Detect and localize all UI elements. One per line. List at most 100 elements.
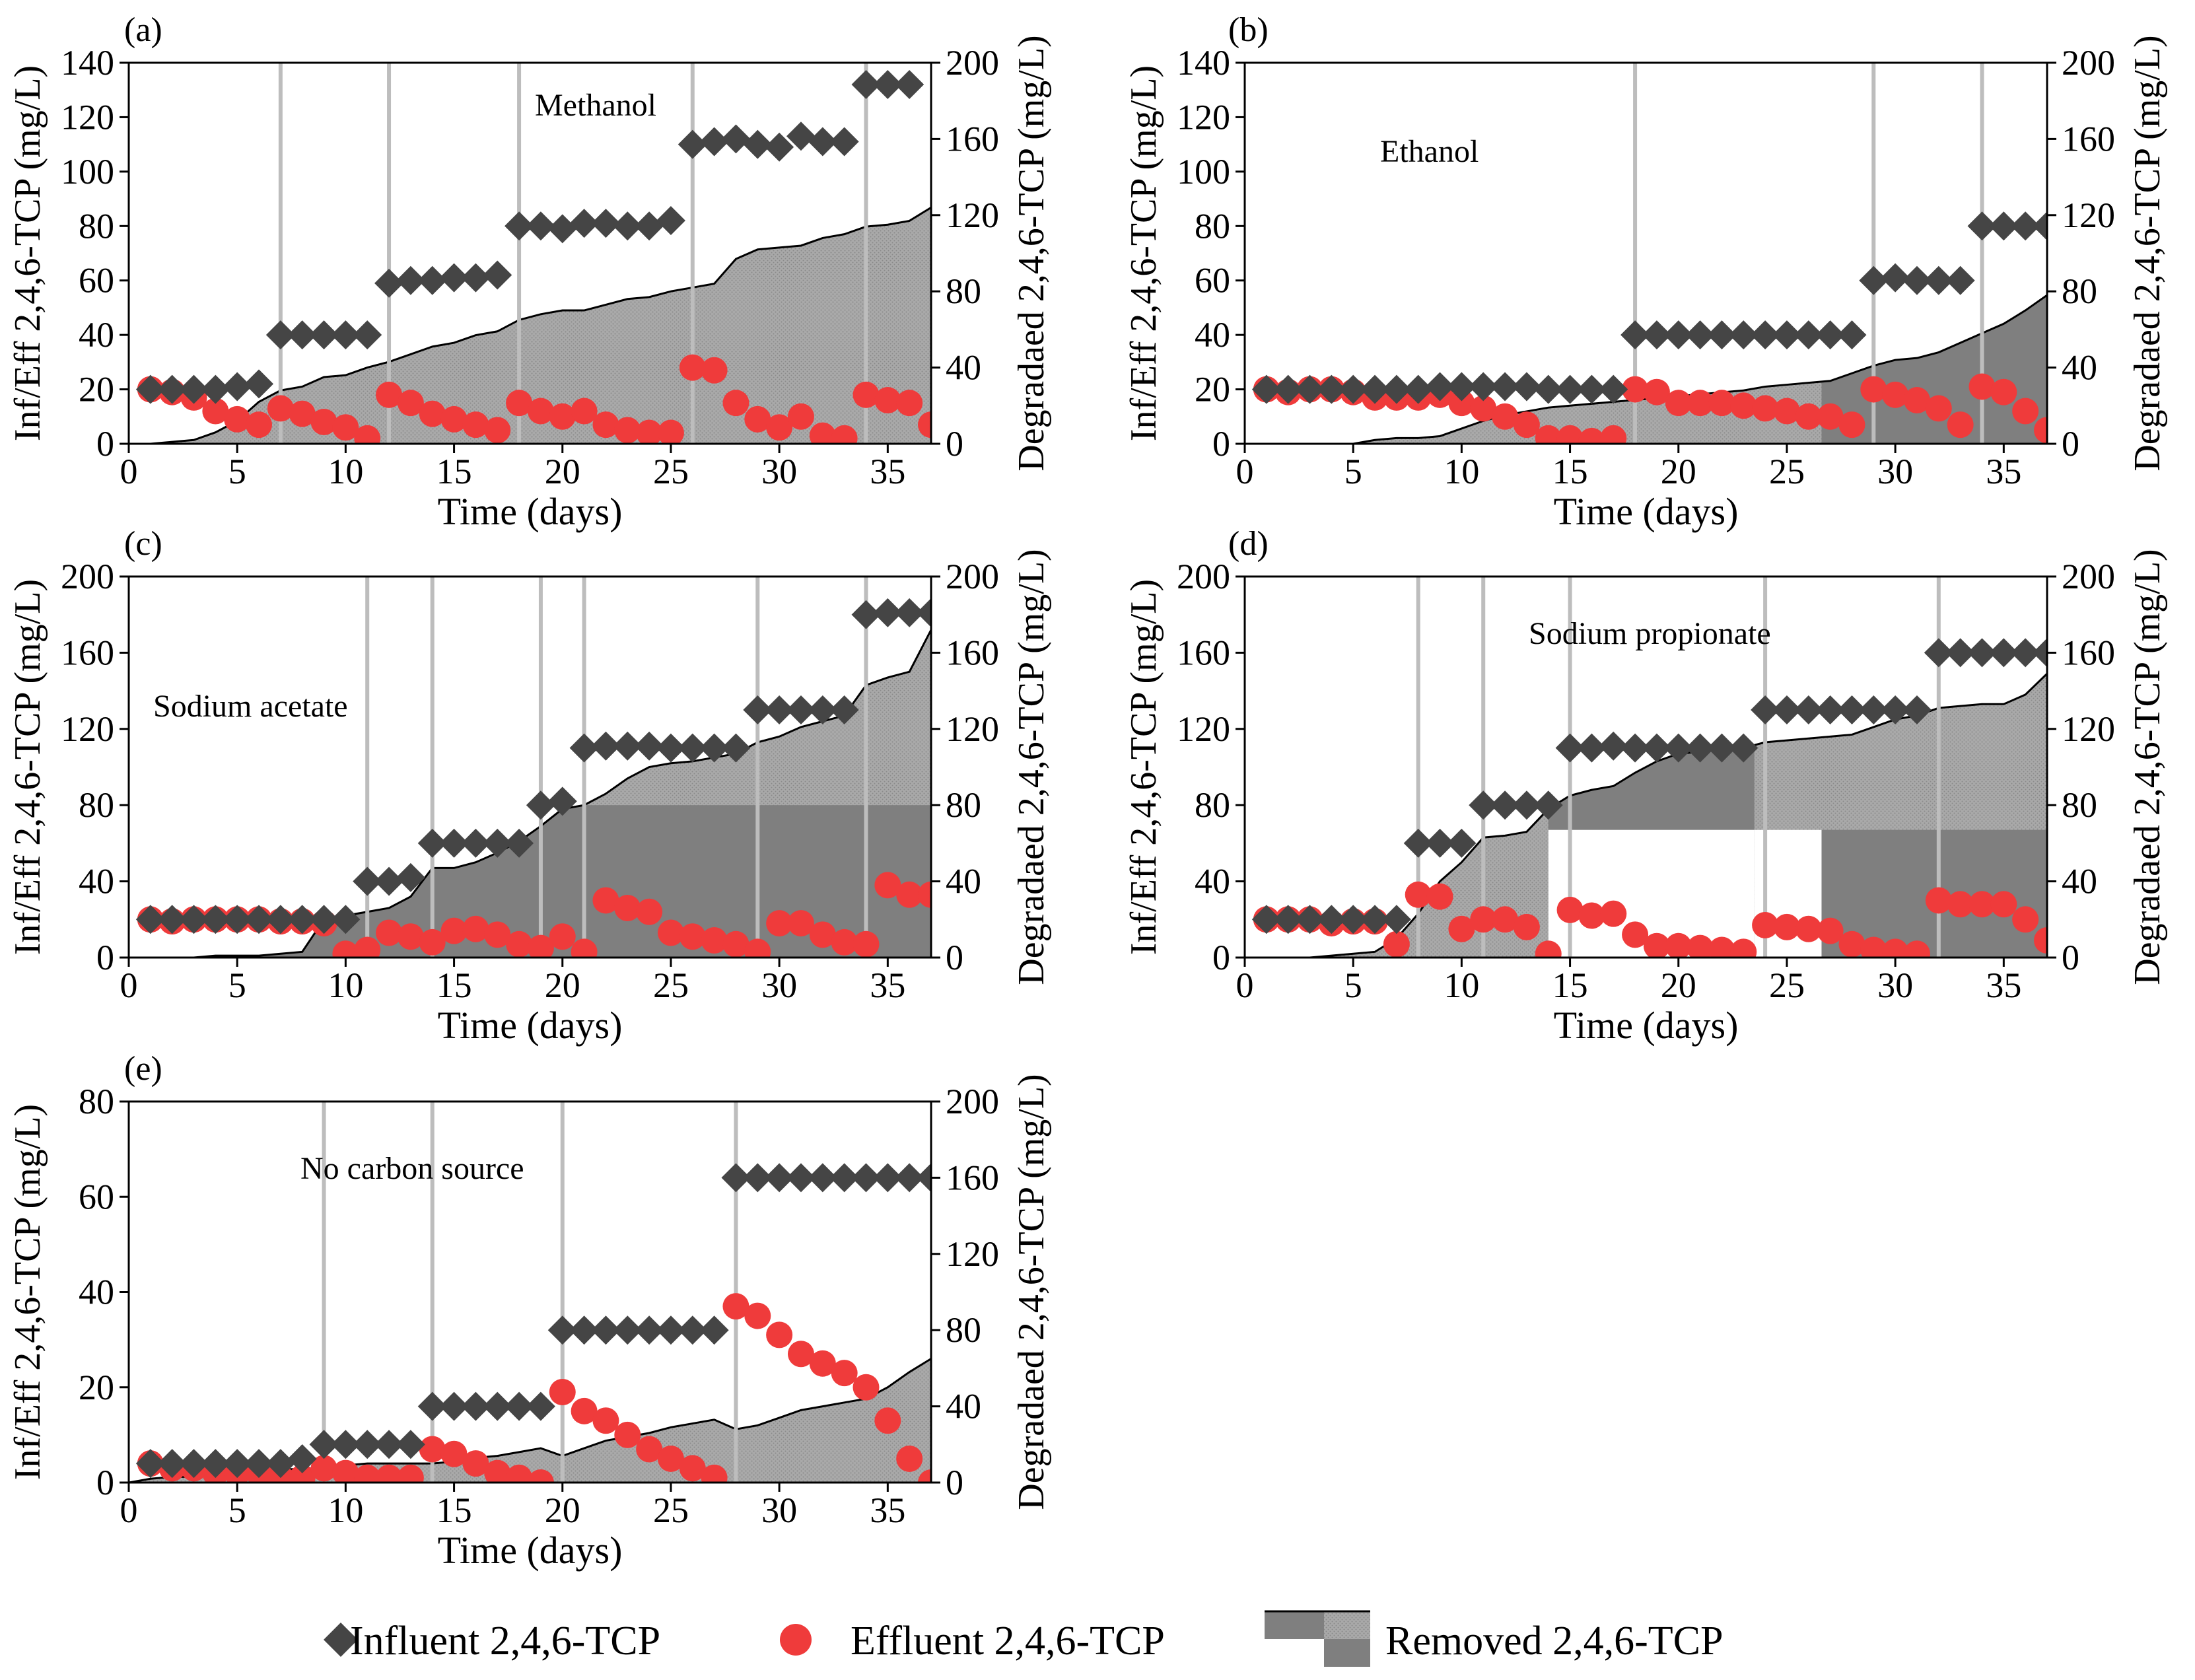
effluent-point: [1969, 891, 1996, 918]
y-tick-label: 140: [1177, 43, 1230, 83]
influent-point: [287, 1444, 317, 1473]
removed-curve: [129, 206, 931, 444]
effluent-point: [744, 405, 771, 433]
influent-point: [1751, 695, 1780, 724]
effluent-point: [1969, 373, 1996, 400]
effluent-point: [2012, 398, 2039, 425]
influent-point: [895, 598, 924, 627]
influent-point: [1924, 638, 1953, 668]
influent-point: [678, 1315, 707, 1345]
x-tick-label: 30: [761, 965, 797, 1005]
effluent-point: [853, 1374, 880, 1401]
effluent-point: [1665, 390, 1692, 417]
x-tick-label: 20: [545, 965, 580, 1005]
x-tick-label: 20: [545, 452, 580, 491]
x-axis-title: Time (days): [438, 490, 623, 533]
effluent-point: [874, 872, 901, 899]
x-tick-label: 15: [436, 965, 472, 1005]
influent-point: [873, 1163, 903, 1193]
effluent-point: [614, 894, 641, 921]
influent-point: [1251, 905, 1281, 934]
effluent-point: [1752, 395, 1779, 422]
influent-point: [417, 828, 447, 858]
effluent-point: [614, 1421, 641, 1448]
removed-area: [129, 1358, 931, 1483]
effluent-point: [2034, 927, 2047, 954]
y2-tick-label: 160: [946, 119, 999, 158]
influent-point: [1729, 733, 1759, 763]
effluent-point: [1990, 891, 2017, 918]
effluent-point: [1838, 930, 1865, 958]
effluent-point: [1947, 411, 1974, 438]
effluent-point: [506, 1464, 533, 1483]
influent-point: [851, 69, 881, 99]
influent-point: [1815, 320, 1845, 350]
influent-point: [829, 127, 859, 157]
influent-point: [374, 268, 404, 298]
influent-point: [613, 731, 643, 761]
effluent-point: [397, 390, 424, 417]
effluent-point: [896, 1445, 923, 1472]
effluent-point: [1492, 403, 1519, 430]
influent-point: [265, 320, 295, 350]
influent-point: [1685, 733, 1715, 763]
influent-point: [135, 374, 165, 404]
effluent-point: [419, 400, 446, 427]
influent-point: [353, 320, 382, 350]
y-axis-title: Inf/Eff 2,4,6-TCP (mg/L): [1123, 65, 1164, 441]
effluent-point: [549, 1378, 576, 1405]
effluent-point: [462, 915, 489, 942]
effluent-point: [397, 923, 424, 950]
influent-point: [223, 905, 252, 934]
effluent-point: [1860, 376, 1887, 403]
effluent-point: [527, 934, 554, 958]
influent-point: [1967, 211, 1997, 241]
legend: Influent 2,4,6-TCP Effluent 2,4,6-TCP Re…: [324, 1610, 1723, 1667]
influent-point: [439, 263, 469, 293]
influent-point: [1902, 695, 1932, 724]
influent-point: [265, 1449, 295, 1479]
influent-point: [1403, 374, 1433, 404]
effluent-point: [1925, 887, 1952, 914]
effluent-point: [831, 1360, 858, 1387]
influent-point: [1425, 828, 1455, 858]
influent-point: [244, 1449, 274, 1479]
influent-point: [157, 374, 187, 404]
y2-tick-label: 80: [946, 785, 981, 825]
effluent-point: [1643, 378, 1670, 405]
y-tick-label: 20: [79, 1368, 114, 1407]
effluent-point: [440, 1440, 468, 1467]
effluent-point: [831, 928, 858, 956]
effluent-point: [1448, 915, 1475, 942]
influent-point: [2033, 638, 2047, 668]
x-tick-label: 25: [1769, 452, 1805, 491]
effluent-point: [896, 390, 923, 417]
influent-point: [808, 1163, 837, 1193]
influent-point: [808, 695, 837, 724]
panel-label: (c): [124, 525, 162, 563]
x-tick-label: 5: [228, 1490, 246, 1530]
effluent-point: [332, 940, 359, 958]
y2-axis-title: Degradaed 2,4,6-TCP (mg/L): [2127, 549, 2168, 985]
effluent-point: [440, 405, 468, 433]
panel-label: (a): [124, 11, 162, 49]
effluent-point: [874, 387, 901, 414]
effluent-point: [397, 1464, 424, 1483]
influent-point: [1945, 265, 1975, 295]
effluent-point: [1817, 917, 1844, 944]
effluent-point: [354, 936, 381, 958]
x-tick-label: 25: [653, 452, 689, 491]
effluent-point: [1795, 403, 1822, 430]
effluent-point: [1665, 932, 1692, 958]
influent-point: [353, 866, 382, 896]
effluent-point: [701, 1464, 728, 1483]
y-axis-title: Inf/Eff 2,4,6-TCP (mg/L): [1123, 579, 1164, 955]
influent-point: [1794, 320, 1823, 350]
influent-point: [223, 1449, 252, 1479]
influent-point: [917, 1163, 931, 1193]
influent-point: [1663, 733, 1693, 763]
influent-point: [417, 265, 447, 295]
x-tick-label: 5: [228, 452, 246, 491]
influent-point: [2011, 638, 2040, 668]
influent-point: [179, 905, 209, 934]
